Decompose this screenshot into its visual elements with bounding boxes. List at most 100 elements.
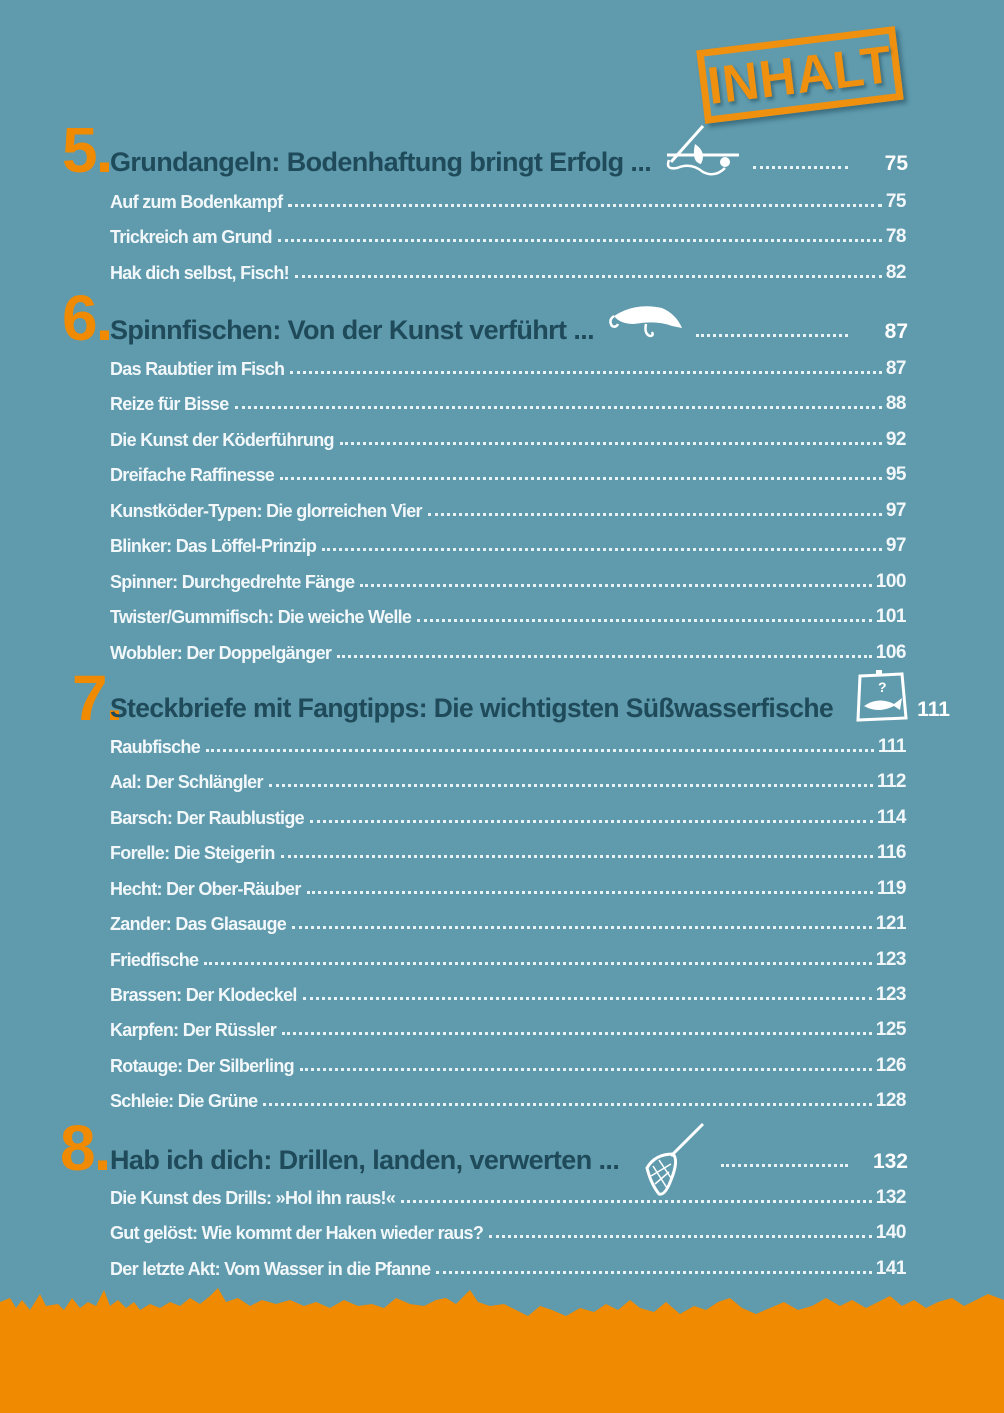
toc-entry[interactable]: Forelle: Die Steigerin 116 bbox=[110, 834, 907, 864]
toc-entry[interactable]: Trickreich am Grund 78 bbox=[110, 218, 907, 248]
chapter-title: Spinnfischen: Von der Kunst verführt ... bbox=[110, 315, 595, 345]
toc-entry[interactable]: Karpfen: Der Rüssler 125 bbox=[110, 1011, 907, 1041]
dot-leader bbox=[696, 334, 848, 337]
entry-page: 106 bbox=[875, 642, 907, 663]
chapter-page: 111 bbox=[917, 698, 950, 721]
entry-page: 123 bbox=[875, 984, 907, 1005]
entry-label: Der letzte Akt: Vom Wasser in die Pfanne bbox=[110, 1259, 431, 1279]
dot-leader bbox=[268, 784, 873, 787]
entry-label: Spinner: Durchgedrehte Fänge bbox=[110, 572, 355, 592]
wobbler-lure-icon bbox=[609, 306, 683, 338]
dot-leader bbox=[322, 548, 882, 551]
chapter-title: Steckbriefe mit Fangtipps: Die wichtigst… bbox=[110, 693, 834, 723]
chapter-title: Grundangeln: Bodenhaftung bringt Erfolg … bbox=[110, 147, 652, 177]
entry-label: Twister/Gummifisch: Die weiche Welle bbox=[110, 607, 412, 627]
entry-page: 82 bbox=[885, 262, 907, 283]
toc-entry[interactable]: Schleie: Die Grüne 128 bbox=[110, 1082, 907, 1112]
entry-label: Blinker: Das Löffel-Prinzip bbox=[110, 536, 317, 556]
toc-entry[interactable]: Blinker: Das Löffel-Prinzip 97 bbox=[110, 527, 907, 557]
toc-entry[interactable]: Dreifache Raffinesse 95 bbox=[110, 456, 907, 486]
entry-label: Dreifache Raffinesse bbox=[110, 465, 275, 485]
entry-label: Trickreich am Grund bbox=[110, 227, 272, 247]
chapter-heading-row[interactable]: Steckbriefe mit Fangtipps: Die wichtigst… bbox=[110, 670, 950, 724]
entry-page: 92 bbox=[885, 429, 907, 450]
dot-leader bbox=[263, 1103, 872, 1106]
toc-entry[interactable]: Die Kunst der Köderführung 92 bbox=[110, 421, 907, 451]
chapter-page: 132 bbox=[872, 1150, 908, 1173]
dot-leader bbox=[204, 962, 872, 965]
dot-leader bbox=[294, 275, 882, 278]
dot-leader bbox=[290, 371, 882, 374]
dot-leader bbox=[339, 442, 882, 445]
chapter-heading-row[interactable]: Grundangeln: Bodenhaftung bringt Erfolg … bbox=[110, 125, 908, 178]
dot-leader bbox=[280, 855, 873, 858]
entry-page: 100 bbox=[875, 571, 907, 592]
toc-entry[interactable]: Der letzte Akt: Vom Wasser in die Pfanne… bbox=[110, 1250, 907, 1280]
entry-page: 121 bbox=[875, 913, 907, 934]
inhalt-stamp: INHALT bbox=[696, 26, 904, 124]
dot-leader bbox=[288, 204, 882, 207]
dot-leader bbox=[302, 997, 872, 1000]
entry-label: Forelle: Die Steigerin bbox=[110, 843, 275, 863]
entry-page: 101 bbox=[875, 606, 907, 627]
dot-leader bbox=[277, 239, 882, 242]
toc-entry[interactable]: Kunstköder-Typen: Die glorreichen Vier 97 bbox=[110, 492, 907, 522]
entry-label: Kunstköder-Typen: Die glorreichen Vier bbox=[110, 501, 423, 521]
toc-entry[interactable]: Das Raubtier im Fisch 87 bbox=[110, 350, 907, 380]
toc-entry[interactable]: Gut gelöst: Wie kommt der Haken wieder r… bbox=[110, 1214, 907, 1244]
entry-page: 95 bbox=[885, 464, 907, 485]
entry-page: 78 bbox=[885, 226, 907, 247]
dot-leader bbox=[280, 477, 882, 480]
toc-entry[interactable]: Brassen: Der Klodeckel 123 bbox=[110, 976, 907, 1006]
chapter-heading-row[interactable]: Hab ich dich: Drillen, landen, verwerten… bbox=[110, 1122, 908, 1196]
chapter-page: 87 bbox=[884, 320, 908, 343]
entry-page: 97 bbox=[885, 500, 907, 521]
dot-leader bbox=[489, 1235, 872, 1238]
dot-leader bbox=[721, 1164, 848, 1167]
toc-entry[interactable]: Auf zum Bodenkampf 75 bbox=[110, 183, 907, 213]
toc-entry[interactable]: Aal: Der Schlängler 112 bbox=[110, 763, 907, 793]
toc-entry[interactable]: Barsch: Der Raublustige 114 bbox=[110, 799, 907, 829]
svg-text:?: ? bbox=[878, 679, 887, 695]
dot-leader bbox=[282, 1032, 872, 1035]
entry-page: 123 bbox=[875, 949, 907, 970]
chapter-number: 6. bbox=[62, 282, 113, 354]
chapter-title: Hab ich dich: Drillen, landen, verwerten… bbox=[110, 1145, 620, 1175]
toc-entry[interactable]: Raubfische 111 bbox=[110, 728, 907, 758]
dot-leader bbox=[299, 1068, 872, 1071]
entry-label: Die Kunst des Drills: »Hol ihn raus!« bbox=[110, 1188, 396, 1208]
entry-label: Gut gelöst: Wie kommt der Haken wieder r… bbox=[110, 1223, 484, 1243]
toc-entry[interactable]: Twister/Gummifisch: Die weiche Welle 101 bbox=[110, 598, 907, 628]
entry-page: 119 bbox=[876, 878, 907, 899]
toc-entry[interactable]: Spinner: Durchgedrehte Fänge 100 bbox=[110, 563, 907, 593]
dot-leader bbox=[753, 166, 848, 169]
toc-entry[interactable]: Hak dich selbst, Fisch! 82 bbox=[110, 254, 907, 284]
dot-leader bbox=[337, 655, 872, 658]
toc-entry[interactable]: Zander: Das Glasauge 121 bbox=[110, 905, 907, 935]
chapter-number: 7. bbox=[72, 662, 123, 734]
entry-label: Hak dich selbst, Fisch! bbox=[110, 263, 290, 283]
toc-entry[interactable]: Rotauge: Der Silberling 126 bbox=[110, 1047, 907, 1077]
toc-entry[interactable]: Friedfische 123 bbox=[110, 941, 907, 971]
fishing-float-icon bbox=[666, 125, 740, 176]
entry-page: 75 bbox=[885, 191, 907, 212]
chapter-heading-row[interactable]: Spinnfischen: Von der Kunst verführt ...… bbox=[110, 306, 908, 346]
entry-page: 125 bbox=[875, 1019, 907, 1040]
toc-entry[interactable]: Wobbler: Der Doppelgänger 106 bbox=[110, 634, 907, 664]
toc-entry[interactable]: Reize für Bisse 88 bbox=[110, 385, 907, 415]
entry-page: 111 bbox=[877, 736, 907, 757]
entry-page: 126 bbox=[875, 1055, 907, 1076]
chapter-number: 5. bbox=[62, 114, 113, 186]
entry-label: Rotauge: Der Silberling bbox=[110, 1056, 295, 1076]
toc-entry[interactable]: Die Kunst des Drills: »Hol ihn raus!« 132 bbox=[110, 1179, 907, 1209]
dot-leader bbox=[206, 749, 874, 752]
entry-label: Auf zum Bodenkampf bbox=[110, 192, 283, 212]
dot-leader bbox=[306, 891, 873, 894]
entry-page: 116 bbox=[876, 842, 907, 863]
toc-entry[interactable]: Hecht: Der Ober-Räuber 119 bbox=[110, 870, 907, 900]
chapter-number: 8. bbox=[60, 1112, 111, 1184]
entry-label: Raubfische bbox=[110, 737, 201, 757]
entry-label: Zander: Das Glasauge bbox=[110, 914, 287, 934]
entry-label: Brassen: Der Klodeckel bbox=[110, 985, 297, 1005]
entry-label: Barsch: Der Raublustige bbox=[110, 808, 305, 828]
